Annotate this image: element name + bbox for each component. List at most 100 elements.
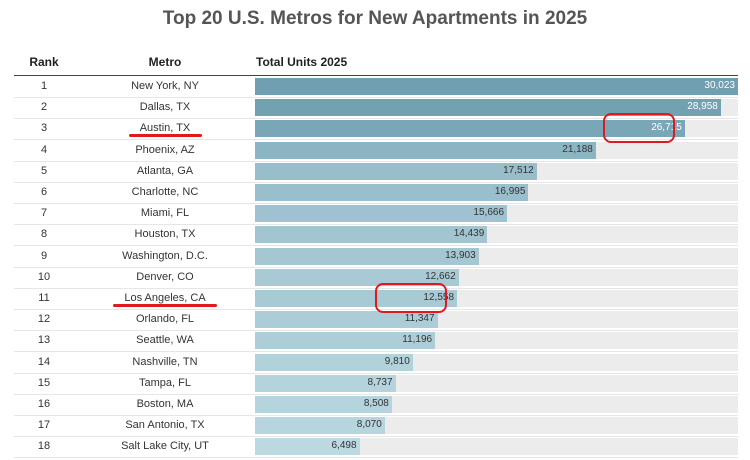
table-row: 2 Dallas, TX 28,958 bbox=[14, 97, 738, 120]
bar-track: 9,810 bbox=[255, 353, 738, 371]
bar bbox=[255, 332, 436, 350]
bar-track: 16,995 bbox=[255, 184, 738, 201]
bar-value-label: 12,558 bbox=[423, 292, 455, 303]
bar bbox=[255, 162, 537, 180]
table-row: 8 Houston, TX 14,439 bbox=[14, 224, 738, 247]
metro-cell: Orlando, FL bbox=[135, 313, 195, 326]
metro-cell: Austin, TX bbox=[139, 122, 191, 135]
rank-cell: 6 bbox=[40, 186, 48, 198]
bar-track: 12,662 bbox=[255, 268, 738, 286]
bar bbox=[255, 205, 508, 223]
bar-track: 8,508 bbox=[255, 396, 738, 413]
bar-value-label: 16,995 bbox=[494, 186, 526, 197]
table-row: 4 Phoenix, AZ 21,188 bbox=[14, 140, 738, 162]
bar bbox=[255, 120, 685, 138]
bar bbox=[255, 247, 479, 265]
metro-cell: Seattle, WA bbox=[136, 334, 194, 347]
rank-cell: 17 bbox=[37, 419, 51, 432]
metro-cell: Denver, CO bbox=[136, 270, 194, 283]
table-row: 10 Denver, CO 12,662 bbox=[14, 267, 738, 289]
metro-cell: San Antonio, TX bbox=[125, 419, 205, 432]
bar bbox=[255, 141, 596, 159]
table-row: 11 Los Angeles, CA 12,558 bbox=[14, 288, 738, 310]
rank-cell: 9 bbox=[40, 249, 48, 262]
bar-track: 17,512 bbox=[255, 162, 738, 180]
bar-value-label: 9,810 bbox=[384, 355, 410, 367]
metro-cell: Boston, MA bbox=[136, 398, 194, 410]
bar-track: 8,737 bbox=[255, 374, 738, 392]
table-row: 9 Washington, D.C. 13,903 bbox=[14, 246, 738, 268]
bar-track: 11,196 bbox=[255, 332, 738, 350]
bar-track: 12,558 bbox=[255, 290, 738, 307]
metro-cell: New York, NY bbox=[131, 80, 199, 92]
bar bbox=[255, 353, 413, 371]
rank-cell: 13 bbox=[37, 334, 51, 347]
bar-track: 30,023 bbox=[255, 78, 738, 95]
bar bbox=[255, 226, 488, 244]
table-row: 1 New York, NY 30,023 bbox=[14, 76, 738, 98]
rank-cell: 11 bbox=[38, 292, 50, 304]
bar-value-label: 11,347 bbox=[404, 313, 435, 325]
bar-value-label: 21,188 bbox=[562, 143, 593, 155]
bar bbox=[255, 396, 392, 413]
metro-cell: Los Angeles, CA bbox=[124, 292, 206, 304]
rank-cell: 4 bbox=[40, 143, 48, 156]
bar-value-label: 8,737 bbox=[367, 376, 393, 388]
bar-value-label: 6,498 bbox=[331, 440, 357, 452]
rank-cell: 14 bbox=[37, 355, 51, 368]
metro-cell: Atlanta, GA bbox=[136, 164, 194, 177]
metro-cell: Nashville, TN bbox=[132, 355, 198, 368]
metro-cell: Salt Lake City, UT bbox=[121, 440, 209, 453]
table-row: 7 Miami, FL 15,666 bbox=[14, 203, 738, 226]
bar bbox=[255, 374, 396, 392]
table-row: 12 Orlando, FL 11,347 bbox=[14, 309, 738, 332]
bar-value-label: 30,023 bbox=[704, 80, 735, 91]
rank-cell: 7 bbox=[40, 207, 48, 220]
bar-value-label: 13,903 bbox=[445, 249, 476, 261]
bar bbox=[255, 311, 438, 329]
column-header-metro: Metro bbox=[148, 55, 182, 69]
bar-value-label: 12,662 bbox=[425, 270, 456, 282]
rank-cell: 8 bbox=[40, 228, 48, 241]
rank-cell: 15 bbox=[37, 376, 51, 389]
bar-value-label: 8,508 bbox=[363, 398, 389, 409]
bar-track: 28,958 bbox=[255, 99, 738, 117]
metro-cell: Washington, D.C. bbox=[122, 249, 208, 262]
bar bbox=[255, 78, 738, 95]
rank-cell: 10 bbox=[37, 270, 51, 283]
bar bbox=[255, 438, 360, 456]
bar-track: 8,070 bbox=[255, 417, 738, 435]
bar-track: 6,498 bbox=[255, 438, 738, 456]
bar-value-label: 17,512 bbox=[503, 164, 534, 176]
metro-cell: Miami, FL bbox=[140, 207, 190, 220]
metro-cell: Houston, TX bbox=[134, 228, 196, 241]
bar-value-label: 26,715 bbox=[651, 122, 682, 134]
table-row: 17 San Antonio, TX 8,070 bbox=[14, 415, 738, 438]
table-row: 13 Seattle, WA 11,196 bbox=[14, 330, 738, 353]
metro-cell: Phoenix, AZ bbox=[135, 143, 195, 156]
rank-cell: 1 bbox=[40, 80, 48, 92]
rank-cell: 2 bbox=[40, 101, 48, 114]
bar bbox=[255, 184, 529, 201]
bar-value-label: 14,439 bbox=[453, 228, 485, 240]
table-row: 3 Austin, TX 26,715 bbox=[14, 118, 738, 141]
metro-cell: Charlotte, NC bbox=[131, 186, 199, 198]
metro-cell: Tampa, FL bbox=[139, 376, 191, 389]
bar-value-label: 8,070 bbox=[356, 419, 382, 431]
bar-track: 21,188 bbox=[255, 141, 738, 159]
rank-cell: 5 bbox=[40, 164, 48, 177]
bar-value-label: 15,666 bbox=[473, 207, 505, 219]
table-row: 16 Boston, MA 8,508 bbox=[14, 394, 738, 416]
bar-track: 14,439 bbox=[255, 226, 738, 244]
bar-track: 13,903 bbox=[255, 247, 738, 265]
rank-cell: 12 bbox=[37, 313, 51, 326]
header-divider bbox=[14, 75, 738, 76]
bar bbox=[255, 268, 459, 286]
bar-track: 26,715 bbox=[255, 120, 738, 138]
table-row: 18 Salt Lake City, UT 6,498 bbox=[14, 436, 738, 459]
bar-value-label: 11,196 bbox=[402, 334, 433, 346]
table-row: 6 Charlotte, NC 16,995 bbox=[14, 182, 738, 204]
bar bbox=[255, 99, 721, 117]
bar-value-label: 28,958 bbox=[687, 101, 718, 113]
table-row: 5 Atlanta, GA 17,512 bbox=[14, 161, 738, 183]
